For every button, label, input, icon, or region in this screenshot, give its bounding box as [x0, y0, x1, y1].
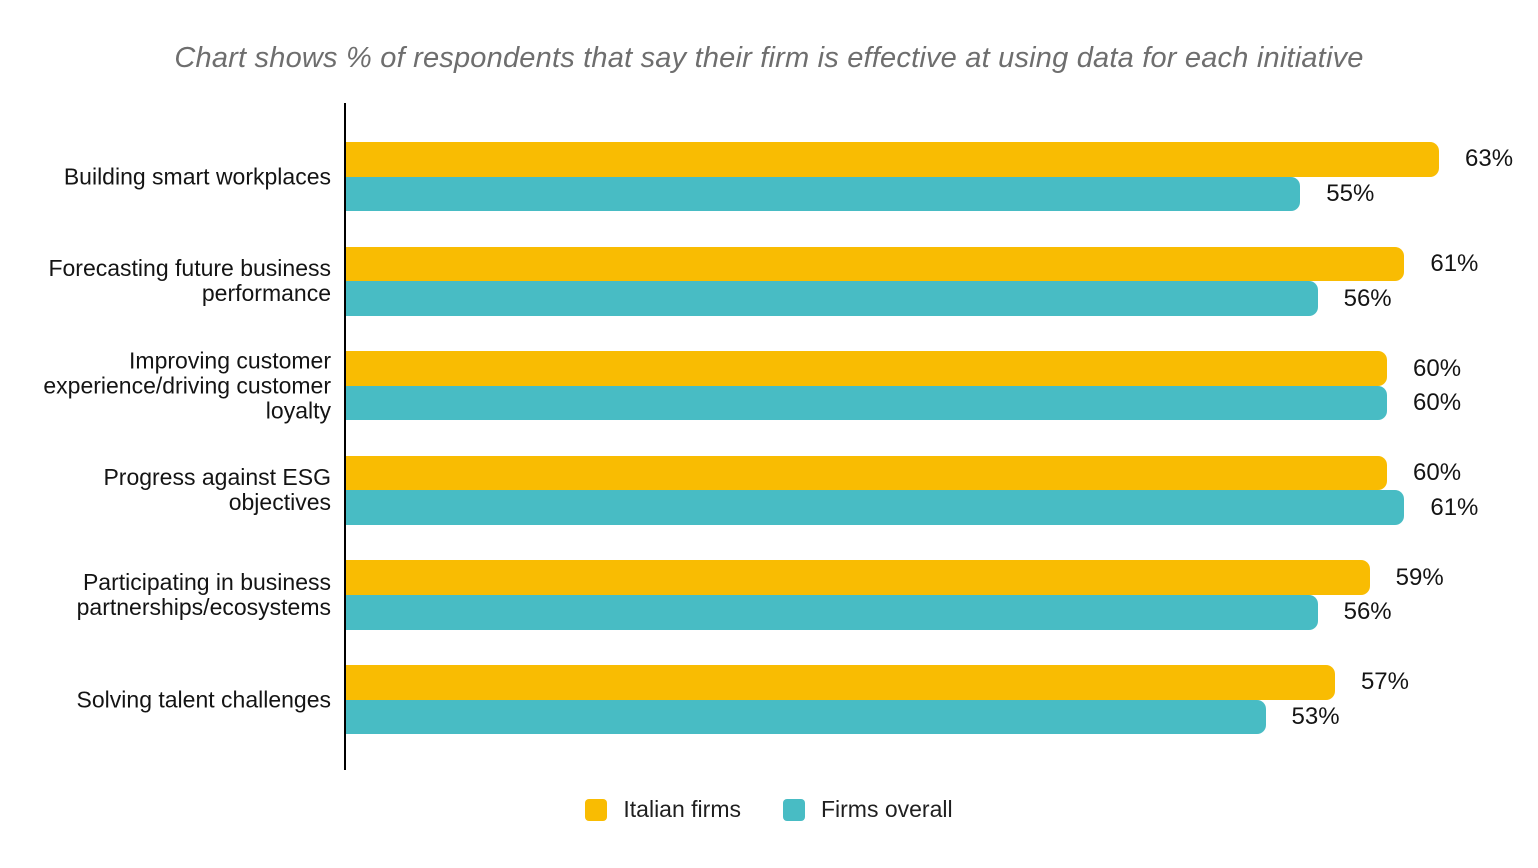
legend-label-italian-firms: Italian firms — [623, 796, 741, 822]
bar-italian-firms — [346, 455, 1387, 491]
legend-item-firms-overall: Firms overall — [782, 796, 953, 823]
category-label-participating-in-business: Participating in business partnerships/e… — [76, 569, 331, 620]
value-label-italian-firms: 60% — [1413, 459, 1462, 487]
bar-italian-firms — [346, 246, 1405, 282]
category-label-forecasting-future-business: Forecasting future business performance — [48, 255, 331, 307]
value-label-firms-overall: 61% — [1430, 493, 1479, 521]
category-label-improving-customer: Improving customer experience/driving cu… — [43, 347, 331, 424]
value-label-firms-overall: 56% — [1343, 284, 1392, 312]
value-label-italian-firms: 57% — [1360, 668, 1409, 696]
bar-firms-overall — [346, 595, 1318, 630]
category-label-solving-talent-challenges: Solving talent challenges — [76, 686, 331, 713]
bar-italian-firms — [346, 560, 1370, 595]
value-label-italian-firms: 61% — [1430, 249, 1479, 277]
bar-italian-firms — [346, 351, 1387, 386]
y-axis-line — [344, 103, 346, 770]
legend-label-firms-overall: Firms overall — [820, 796, 953, 822]
legend-swatch-firms-overall — [782, 798, 805, 821]
value-label-firms-overall: 60% — [1413, 389, 1462, 417]
bar-italian-firms — [346, 142, 1440, 177]
legend: Italian firms Firms overall — [0, 796, 1538, 823]
bar-firms-overall — [346, 176, 1301, 212]
bar-firms-overall — [346, 385, 1387, 421]
value-label-firms-overall: 56% — [1343, 598, 1392, 626]
value-label-firms-overall: 53% — [1291, 702, 1340, 730]
category-label-progress-against-esg: Progress against ESG objectives — [103, 464, 331, 516]
chart-title: Chart shows % of respondents that say th… — [174, 42, 1364, 74]
value-label-italian-firms: 60% — [1413, 354, 1462, 382]
legend-item-italian-firms: Italian firms — [585, 796, 741, 823]
bar-firms-overall — [346, 490, 1405, 525]
legend-swatch-italian-firms — [585, 798, 608, 821]
value-label-italian-firms: 63% — [1465, 145, 1514, 173]
bar-italian-firms — [346, 665, 1335, 700]
bar-firms-overall — [346, 699, 1266, 735]
value-label-firms-overall: 55% — [1326, 179, 1375, 207]
value-label-italian-firms: 59% — [1395, 563, 1444, 591]
bar-firms-overall — [346, 281, 1318, 316]
category-label-building-smart-workplaces: Building smart workplaces — [63, 163, 331, 190]
